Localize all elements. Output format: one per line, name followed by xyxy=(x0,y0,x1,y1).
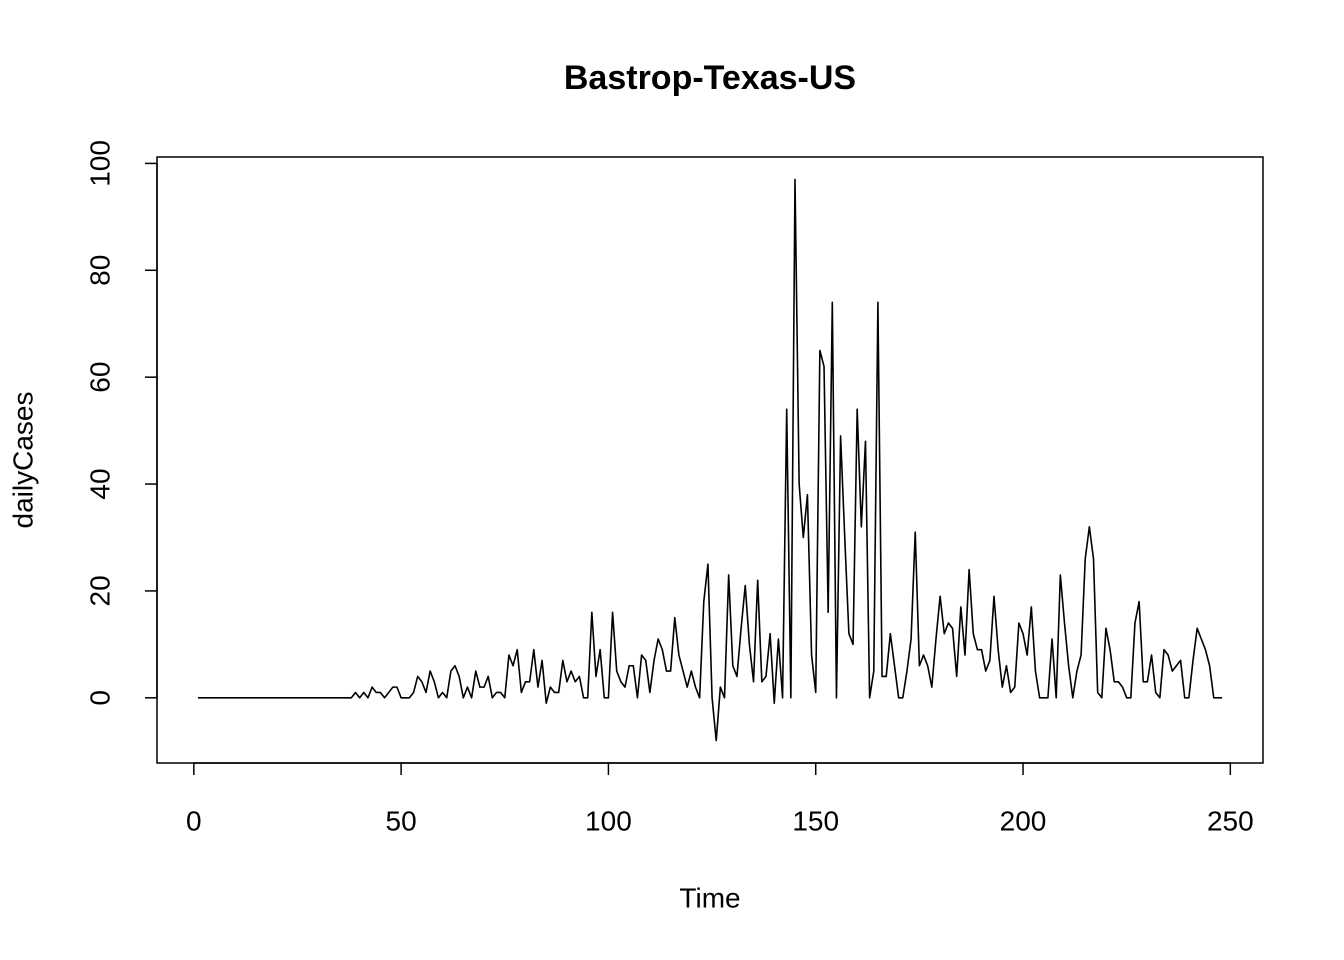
y-tick-label: 80 xyxy=(84,255,115,286)
y-tick-label: 20 xyxy=(84,575,115,606)
y-axis-label: dailyCases xyxy=(7,392,38,529)
x-tick-label: 200 xyxy=(1000,805,1047,836)
x-tick-label: 150 xyxy=(792,805,839,836)
chart-title: Bastrop-Texas-US xyxy=(564,59,856,97)
x-tick-label: 250 xyxy=(1207,805,1254,836)
y-tick-label: 0 xyxy=(84,690,115,706)
y-tick-label: 40 xyxy=(84,468,115,499)
series-line xyxy=(197,178,1223,742)
x-tick-label: 0 xyxy=(186,805,202,836)
x-axis-label: Time xyxy=(679,882,740,913)
x-tick-label: 50 xyxy=(386,805,417,836)
x-tick-label: 100 xyxy=(585,805,632,836)
y-tick-label: 60 xyxy=(84,362,115,393)
y-tick-label: 100 xyxy=(84,140,115,187)
